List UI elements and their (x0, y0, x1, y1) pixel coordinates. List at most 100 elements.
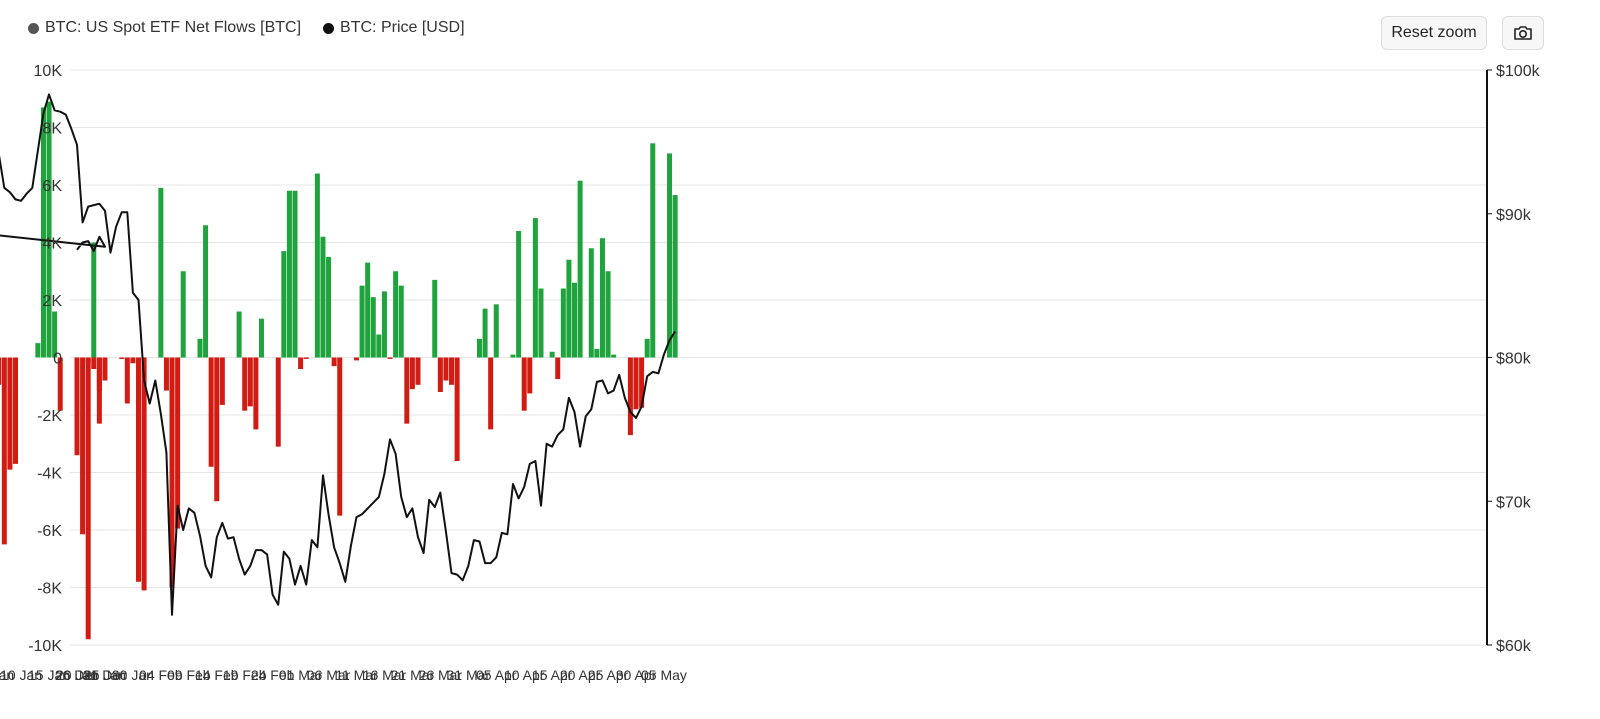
y-left-tick-label: -6K (37, 523, 62, 540)
outflow-bar (454, 357, 460, 461)
outflow-bar (208, 357, 214, 467)
y-left-tick-label: 8K (42, 121, 62, 138)
inflow-bar (35, 343, 41, 358)
inflow-bar (476, 338, 482, 358)
outflow-bar (0, 357, 2, 385)
y-right-tick-label: $90k (1496, 207, 1532, 224)
legend-item-etf-flows[interactable]: BTC: US Spot ETF Net Flows [BTC] (28, 19, 301, 37)
inflow-bar (281, 251, 287, 358)
x-tick-label: 01 Mar (279, 667, 323, 683)
inflow-bar (180, 271, 186, 358)
outflow-bar (96, 357, 102, 424)
x-tick-label: 10 Jan (0, 667, 42, 683)
x-tick-label: 05 Apr (476, 667, 517, 683)
outflow-bar (130, 357, 136, 364)
y-left-tick-label: 0 (53, 351, 62, 368)
inflow-bar (52, 311, 58, 358)
legend-item-price[interactable]: BTC: Price [USD] (323, 19, 465, 37)
x-tick-label: 24 Feb (251, 667, 295, 683)
outflow-bar (242, 357, 248, 411)
outflow-bar (141, 357, 147, 591)
x-tick-label: 05 May (641, 667, 687, 683)
inflow-bar (314, 173, 320, 358)
x-tick-label: 15 Apr (532, 667, 573, 683)
x-tick-label: 14 Feb (195, 667, 239, 683)
outflow-bar (96, 357, 102, 391)
x-tick-label: 04 Feb (139, 667, 183, 683)
outflow-bar (135, 357, 141, 582)
outflow-bar (443, 357, 449, 381)
y-left-tick-label: -4K (37, 466, 62, 483)
etf-flow-bars (0, 101, 678, 640)
y-right-tick-label: $60k (1496, 638, 1532, 655)
y-left-tick-label: 6K (42, 178, 62, 195)
inflow-bar (432, 279, 438, 358)
outflow-bar (102, 357, 108, 381)
inflow-bar (566, 259, 572, 358)
inflow-bar (493, 304, 499, 358)
inflow-bar (40, 107, 46, 358)
outflow-bar (91, 357, 97, 369)
outflow-bar (303, 357, 309, 359)
outflow-bar (119, 357, 125, 359)
inflow-bar (644, 338, 650, 358)
legend-label-etf-flows: BTC: US Spot ETF Net Flows [BTC] (45, 19, 302, 36)
x-tick-label: 20 Jan (56, 667, 98, 683)
x-tick-label: 09 Feb (167, 667, 211, 683)
outflow-bar (247, 357, 253, 407)
inflow-bar (158, 187, 164, 358)
x-tick-label: 20 Apr (560, 667, 601, 683)
outflow-bar (85, 357, 91, 640)
inflow-bar (650, 143, 656, 358)
inflow-bar (510, 354, 516, 358)
x-tick-label: 31 Mar (447, 667, 491, 683)
outflow-bar (80, 357, 86, 535)
inflow-bar (482, 308, 488, 358)
inflow-bar (538, 288, 544, 358)
outflow-bar (298, 357, 304, 369)
inflow-bar (292, 190, 298, 358)
y-left-tick-label: -10K (28, 638, 62, 655)
x-tick-label: 26 Mar (419, 667, 463, 683)
outflow-bar (169, 357, 175, 588)
inflow-bar (572, 282, 578, 358)
x-tick-label: 05 Jan (0, 667, 14, 683)
outflow-bar (57, 357, 63, 411)
y-right-tick-label: $100k (1496, 63, 1541, 80)
inflow-bar (605, 271, 611, 358)
outflow-bar (337, 357, 343, 516)
price-series (0, 93, 676, 616)
x-tick-label: 10 Apr (504, 667, 545, 683)
outflow-bar (521, 357, 527, 411)
legend-marker-price (323, 22, 335, 34)
outflow-bar (163, 357, 169, 391)
outflow-bar (124, 357, 130, 404)
outflow-bar (409, 357, 415, 390)
inflow-bar (381, 291, 387, 358)
x-tick-label: 25 Apr (588, 667, 629, 683)
x-tick-label: 15 Jan (28, 667, 70, 683)
x-tick-label: 31 Dec (83, 667, 127, 683)
y-left-tick-label: -2K (37, 408, 62, 425)
outflow-bar (387, 357, 393, 359)
outflow-bar (7, 357, 13, 470)
chart-axes: -10K -8K -6K -4K -2K 0 2K 4K 6K 8K 10K $60k $70k $80k… (0, 63, 1541, 683)
inflow-bar (91, 242, 97, 358)
chart-legend: BTC: US Spot ETF Net Flows [BTC] BTC: Pr… (28, 19, 465, 37)
legend-label-price: BTC: Price [USD] (340, 19, 465, 36)
inflow-bar (672, 195, 678, 358)
y-right-tick-label: $70k (1496, 494, 1532, 511)
screenshot-button[interactable] (1502, 16, 1544, 50)
inflow-bar (320, 236, 326, 358)
inflow-bar (532, 218, 538, 358)
x-tick-label: 21 Mar (391, 667, 435, 683)
reset-zoom-button[interactable]: Reset zoom (1381, 16, 1487, 50)
outflow-bar (175, 357, 181, 529)
inflow-bar (203, 225, 209, 358)
outflow-bar (74, 357, 80, 456)
outflow-bar (639, 357, 645, 408)
x-tick-label: 11 Mar (335, 667, 378, 683)
x-tick-label: 30 Apr (616, 667, 657, 683)
outflow-bar (13, 357, 19, 464)
